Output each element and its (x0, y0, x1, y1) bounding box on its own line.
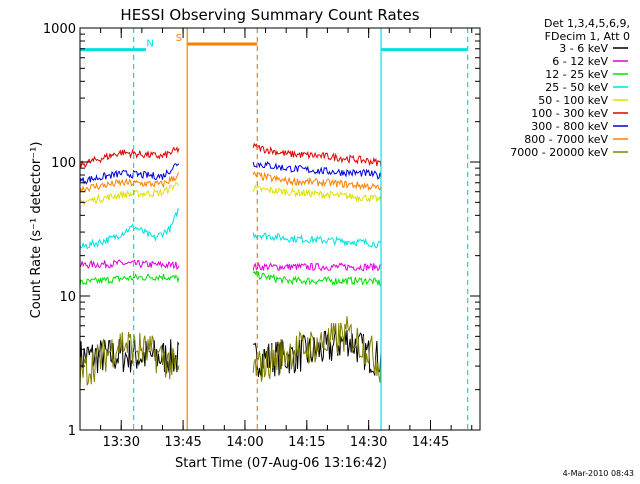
x-tick-label: 14:30 (350, 435, 387, 450)
series-line (252, 269, 382, 287)
legend-label: 100 - 300 keV (531, 107, 608, 120)
x-axis-label: Start Time (07-Aug-06 13:16:42) (175, 456, 387, 471)
legend-header-line: FDecim 1, Att 0 (545, 30, 630, 43)
series-line (79, 208, 180, 250)
legend-label: 3 - 6 keV (559, 42, 608, 55)
series-line (252, 184, 382, 204)
legend-label: 7000 - 20000 keV (510, 146, 608, 159)
flag-label: S (176, 33, 182, 44)
series-line (252, 232, 382, 249)
series-line (79, 332, 180, 390)
y-axis-label: Count Rate (s⁻¹ detector⁻¹) (29, 142, 44, 319)
legend-label: 800 - 7000 keV (524, 133, 608, 146)
flag-label: N (146, 39, 153, 50)
x-tick-label: 13:45 (164, 435, 201, 450)
legend-label: 300 - 800 keV (531, 120, 608, 133)
series-line (79, 172, 180, 193)
y-tick-label: 100 (51, 156, 76, 171)
chart-title: HESSI Observing Summary Count Rates (120, 6, 419, 24)
legend-header-line: Det 1,3,4,5,6,9, (544, 17, 630, 30)
x-tick-label: 14:15 (288, 435, 325, 450)
series-line (79, 339, 180, 376)
series-line (252, 262, 382, 272)
y-tick-label: 10 (59, 290, 76, 305)
x-tick-label: 13:30 (103, 435, 140, 450)
series-layer (79, 142, 382, 390)
series-line (252, 161, 382, 180)
series-line (252, 142, 382, 167)
series-line (252, 316, 382, 383)
legend-label: 6 - 12 keV (552, 55, 608, 68)
timestamp: 4-Mar-2010 08:43 (563, 469, 634, 478)
axes-layer: 1 10 100 1000 13:30 13:45 14:00 14:15 14:30 14:45 (43, 22, 481, 450)
series-line (79, 182, 180, 207)
series-line (79, 259, 180, 270)
overlay-layer: NS (80, 28, 469, 430)
legend-label: 25 - 50 keV (545, 81, 608, 94)
series-line (79, 273, 180, 286)
x-tick-label: 14:00 (226, 435, 263, 450)
y-tick-label: 1 (68, 424, 76, 439)
y-tick-label: 1000 (43, 22, 76, 37)
series-line (79, 146, 180, 169)
x-tick-label: 14:45 (412, 435, 449, 450)
legend-label: 50 - 100 keV (538, 94, 608, 107)
series-line (79, 163, 180, 185)
legend-label: 12 - 25 keV (545, 68, 608, 81)
series-line (252, 171, 382, 191)
plot-frame (79, 27, 481, 431)
